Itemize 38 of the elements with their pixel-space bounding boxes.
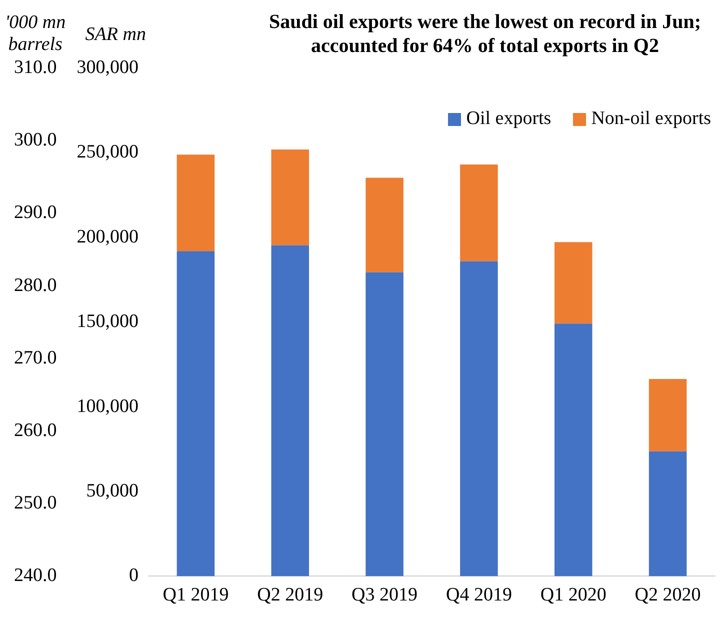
y2-tick-label: 310.0 <box>14 56 57 78</box>
y-tick-label: 250,000 <box>76 142 138 163</box>
y2-tick-label: 300.0 <box>14 130 57 151</box>
bar <box>176 251 215 576</box>
y2-tick-label: 240.0 <box>14 565 57 586</box>
x-tick-label: Q4 2019 <box>446 584 512 606</box>
y-tick-label: 0 <box>129 565 138 586</box>
bar <box>460 164 498 262</box>
y-tick-label: 100,000 <box>76 396 138 417</box>
chart-title: Saudi oil exports were the lowest on record in Jun; accounted for 64% of total exports in Q2 <box>268 10 702 58</box>
y2-tick-label: 250.0 <box>14 492 57 514</box>
x-tick-label: Q3 2019 <box>352 584 418 606</box>
y-tick-label: 200,000 <box>76 226 138 248</box>
bar <box>554 242 592 324</box>
bar <box>271 149 310 246</box>
y2-tick-label: 290.0 <box>14 202 57 224</box>
y2-axis-title: '000 mn barrels <box>4 12 67 56</box>
y2-tick-label: 260.0 <box>14 420 57 441</box>
bar <box>648 379 687 452</box>
y2-tick-label: 270.0 <box>14 347 57 368</box>
bar <box>366 178 404 272</box>
legend-label: Oil exports <box>466 108 552 130</box>
bar <box>366 272 404 576</box>
x-tick-label: Q1 2020 <box>540 584 606 606</box>
bar <box>271 245 310 576</box>
x-tick-label: Q2 2020 <box>634 584 701 606</box>
bar <box>460 261 498 576</box>
y-tick-label: 50,000 <box>86 480 138 502</box>
y-axis-title: SAR mn <box>84 24 147 46</box>
y-tick-label: 150,000 <box>76 311 138 332</box>
bar <box>176 154 215 252</box>
y-tick-label: 300,000 <box>76 56 138 78</box>
bar <box>648 451 687 576</box>
x-tick-label: Q2 2019 <box>257 584 324 606</box>
legend-label: Non-oil exports <box>591 108 711 130</box>
y2-tick-label: 280.0 <box>14 274 57 296</box>
x-tick-label: Q1 2019 <box>162 584 229 606</box>
bar <box>554 324 592 576</box>
